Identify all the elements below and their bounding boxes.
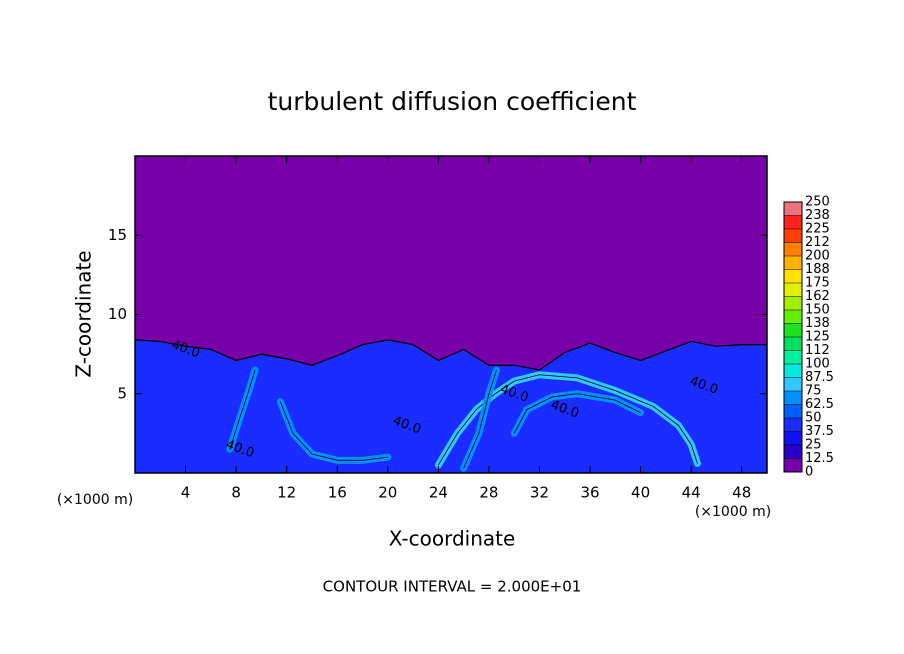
colorbar-bin	[784, 269, 802, 283]
x-tick-label: 16	[328, 484, 347, 502]
y-axis-label: Z-coordinate	[72, 250, 96, 377]
colorbar-bin	[784, 445, 802, 459]
colorbar-tick-label: 175	[805, 276, 830, 291]
footer-note: CONTOUR INTERVAL = 2.000E+01	[323, 578, 582, 596]
colorbar-bin	[784, 323, 802, 337]
x-unit-label: (×1000 m)	[57, 492, 133, 508]
colorbar-tick-label: 250	[805, 195, 830, 210]
x-tick-label: 36	[580, 484, 599, 502]
colorbar-bin	[784, 391, 802, 405]
colorbar-tick-label: 12.5	[805, 451, 834, 466]
colorbar-bin	[784, 377, 802, 391]
y-tick-label: 5	[117, 384, 127, 402]
colorbar-bin	[784, 364, 802, 378]
colorbar-bin	[784, 202, 802, 216]
colorbar-tick-label: 212	[805, 235, 830, 250]
colorbar-tick-label: 87.5	[805, 370, 834, 385]
colorbar-tick-label: 37.5	[805, 424, 834, 439]
contour-line	[438, 374, 698, 466]
colorbar-tick-label: 25	[805, 438, 822, 453]
x-unit-label: (×1000 m)	[695, 504, 771, 520]
x-tick-label: 4	[181, 484, 191, 502]
colorbar-bin	[784, 256, 802, 270]
x-tick-label: 20	[378, 484, 397, 502]
colorbar-tick-label: 62.5	[805, 397, 834, 412]
colorbar-bin	[784, 283, 802, 297]
colorbar-tick-label: 225	[805, 222, 830, 237]
colorbar-tick-label: 200	[805, 249, 830, 264]
x-tick-label: 32	[530, 484, 549, 502]
chart-title: turbulent diffusion coefficient	[268, 87, 637, 116]
x-tick-label: 24	[429, 484, 448, 502]
colorbar-tick-label: 0	[805, 465, 813, 480]
y-tick-label: 10	[108, 305, 127, 323]
contour-line	[229, 369, 256, 450]
colorbar-bin	[784, 215, 802, 229]
contour-line	[279, 401, 388, 461]
x-tick-label: 8	[231, 484, 241, 502]
colorbar-tick-label: 112	[805, 343, 830, 358]
colorbar-tick-label: 150	[805, 303, 830, 318]
colorbar-tick-label: 50	[805, 411, 822, 426]
x-tick-label: 44	[682, 484, 701, 502]
colorbar-bin	[784, 337, 802, 351]
colorbar-bin	[784, 350, 802, 364]
colorbar-tick-label: 162	[805, 289, 830, 304]
colorbar-bin	[784, 418, 802, 432]
colorbar-bin	[784, 431, 802, 445]
colorbar-bin	[784, 310, 802, 324]
x-tick-label: 12	[277, 484, 296, 502]
x-tick-label: 48	[732, 484, 751, 502]
colorbar-tick-label: 188	[805, 262, 830, 277]
colorbar-tick-label: 125	[805, 330, 830, 345]
contour-line	[463, 369, 497, 469]
y-tick-label: 15	[108, 226, 127, 244]
colorbar-tick-label: 138	[805, 316, 830, 331]
x-axis-label: X-coordinate	[389, 527, 516, 551]
colorbar-bin	[784, 296, 802, 310]
x-tick-label: 28	[479, 484, 498, 502]
plot-area: 40.040.040.040.040.040.0	[135, 156, 767, 473]
x-tick-label: 40	[631, 484, 650, 502]
colorbar-bin	[784, 404, 802, 418]
colorbar-tick-label: 238	[805, 208, 830, 223]
colorbar-bin	[784, 229, 802, 243]
field-layer	[135, 339, 767, 473]
colorbar-bin	[784, 242, 802, 256]
colorbar-bin	[784, 458, 802, 472]
colorbar-tick-label: 100	[805, 357, 830, 372]
contour-line	[513, 393, 641, 434]
colorbar-tick-label: 75	[805, 384, 822, 399]
